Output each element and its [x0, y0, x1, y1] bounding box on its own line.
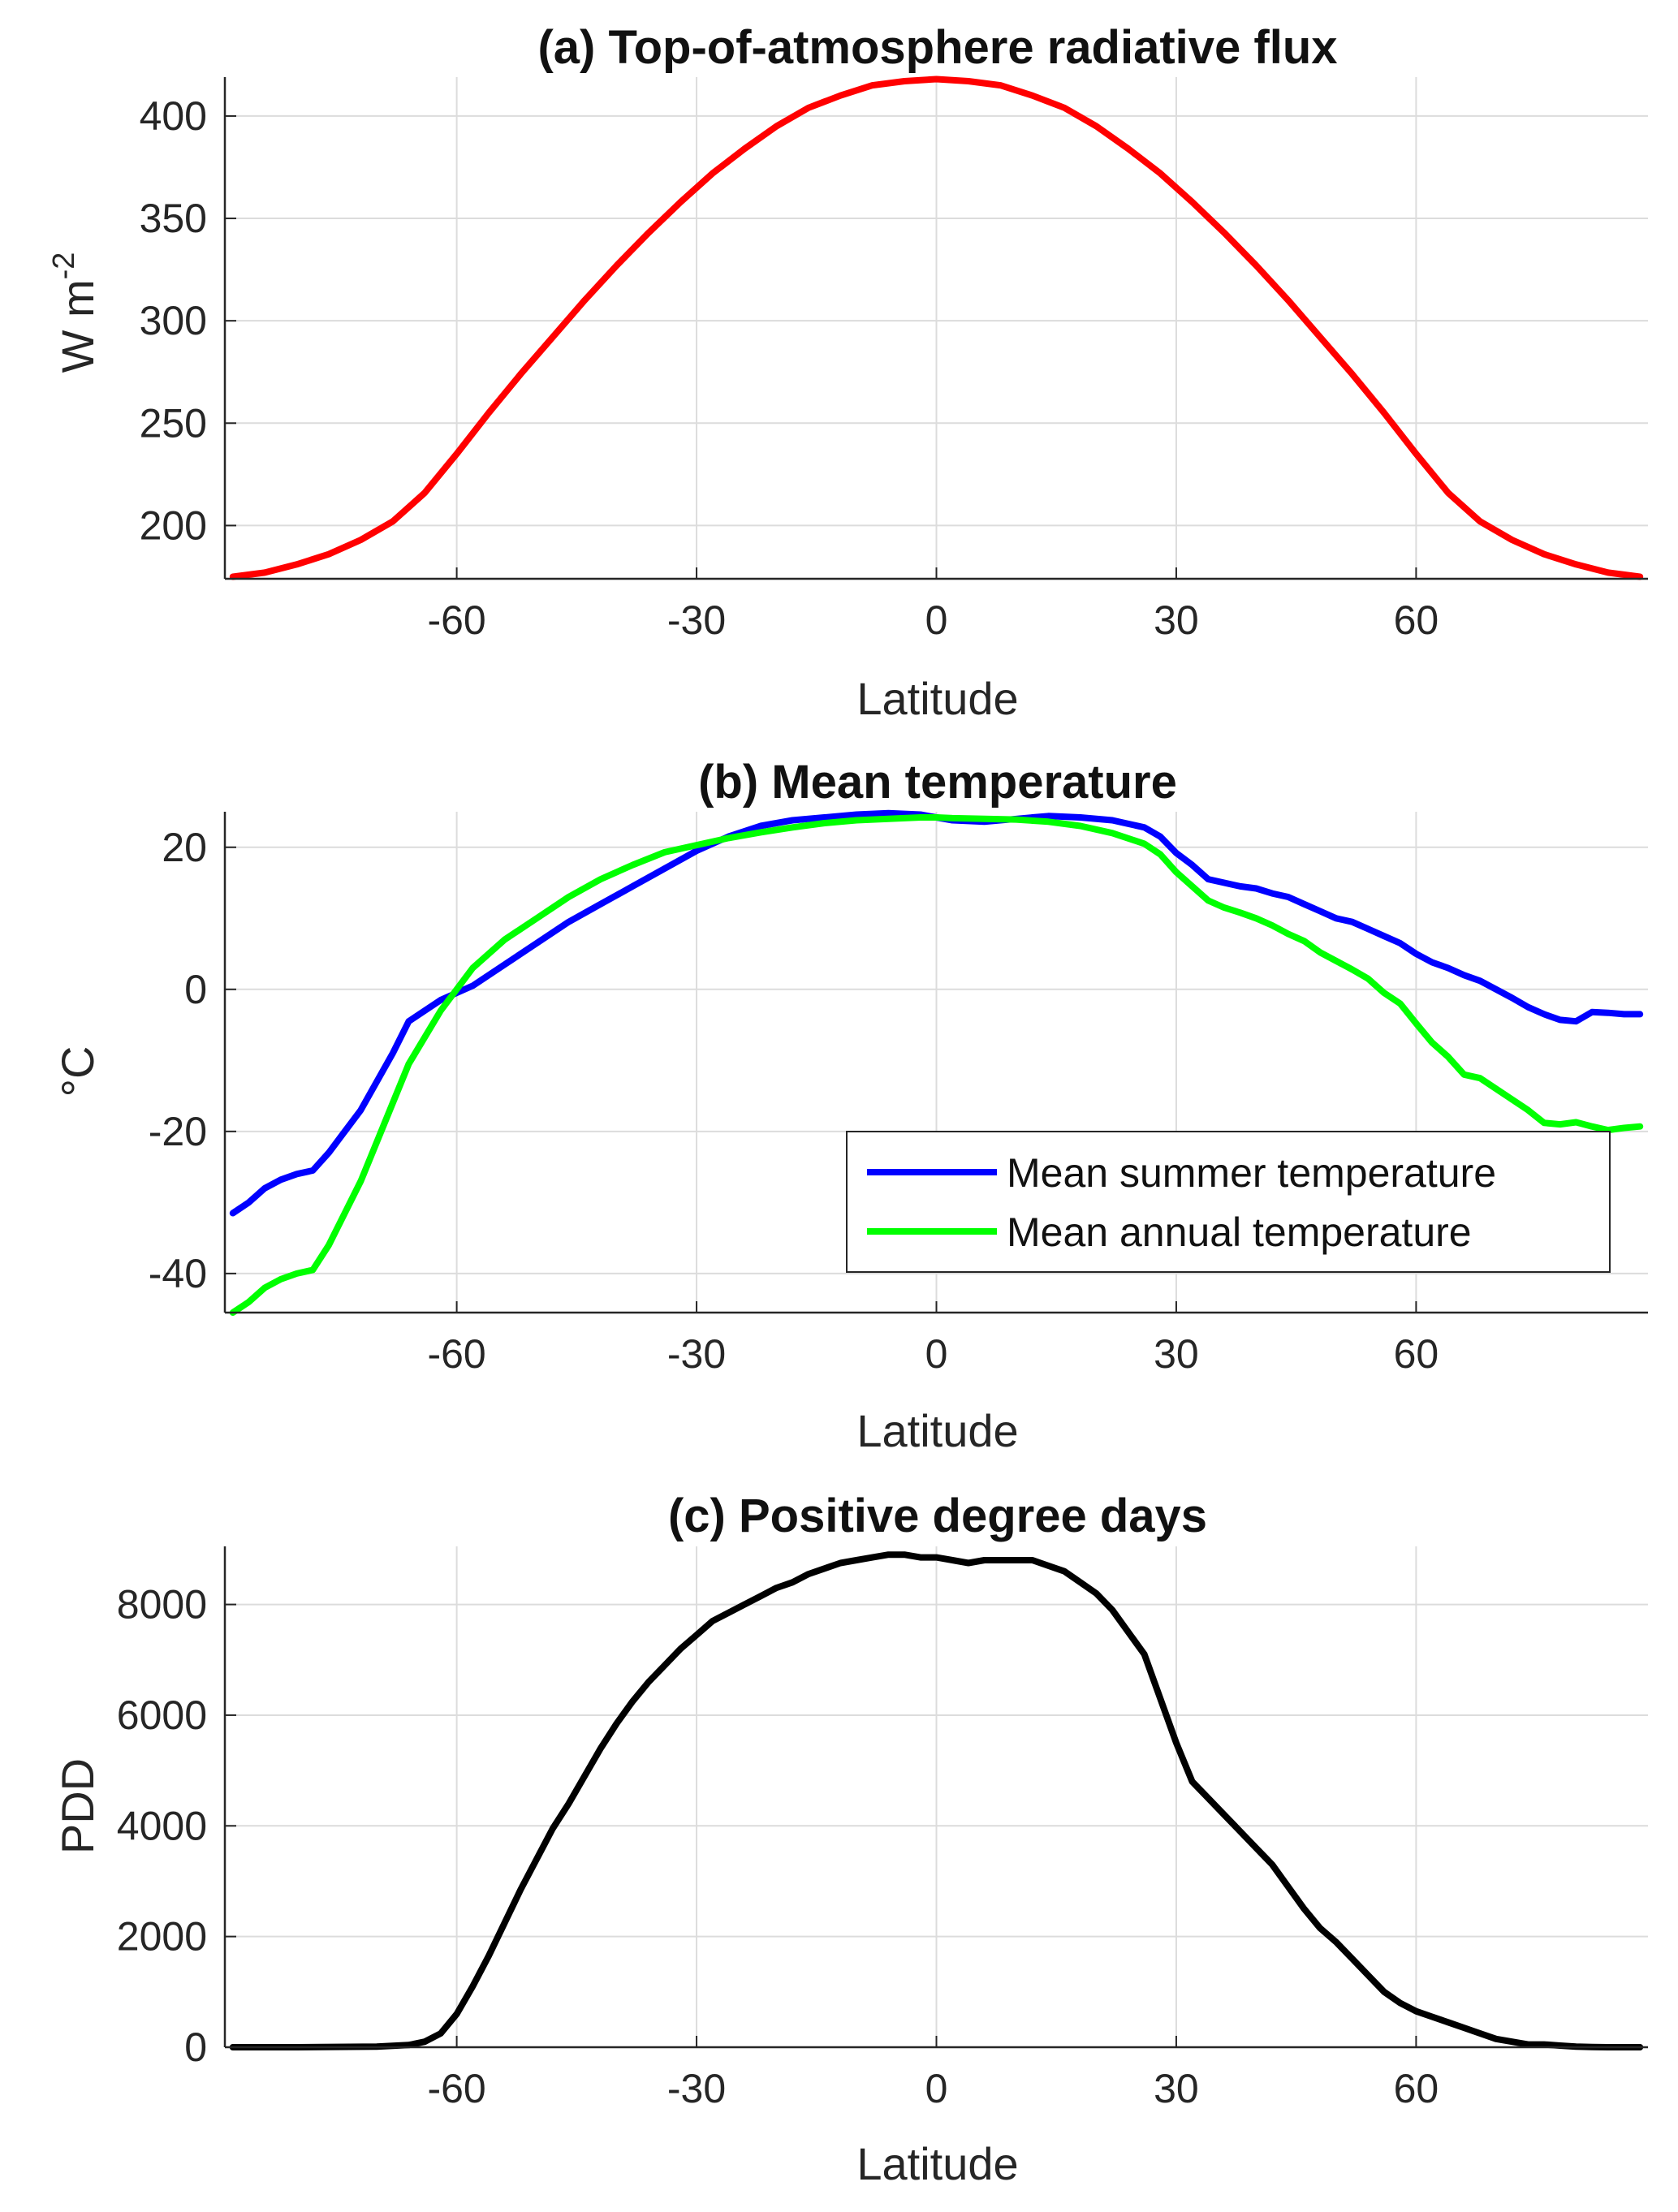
panel-b-y-axis-label: °C	[52, 1046, 103, 1097]
panel-a-y-tick-label: 200	[140, 502, 207, 548]
panel-a-x-tick-label: 0	[925, 597, 948, 643]
panel-a-toa-radiative-flux: (a) Top-of-atmosphere radiative flux -60…	[47, 21, 1648, 724]
panel-c-y-tick-label: 6000	[117, 1692, 207, 1738]
panel-c-grid	[225, 1546, 1648, 2047]
panel-a-y-axis-label-unit: W m	[52, 279, 103, 373]
panel-b-x-tick-label: 30	[1154, 1331, 1199, 1377]
panel-a-y-tick-label: 400	[140, 93, 207, 139]
panel-a-x-tick-label: 60	[1394, 597, 1439, 643]
panel-b-mean-temperature: (b) Mean temperature -60 -30 0 30 60 -40 -20 0…	[52, 756, 1648, 1456]
panel-a-x-tick-label: -60	[427, 597, 485, 643]
panel-c-y-tick-label: 8000	[117, 1582, 207, 1628]
panel-a-x-tick-label: 30	[1154, 597, 1199, 643]
panel-a-y-axis-label-exponent: -2	[47, 252, 81, 280]
panel-c-positive-degree-days: (c) Positive degree days -60 -30 0 30 60 0 20…	[52, 1490, 1648, 2189]
panel-b-y-ticks: -40 -20 0 20	[149, 825, 207, 1296]
legend: Mean summer temperature Mean annual temp…	[847, 1132, 1610, 1272]
panel-b-x-tick-label: 0	[925, 1331, 948, 1377]
panel-a-x-ticks: -60 -30 0 30 60	[427, 597, 1439, 643]
panel-b-title: (b) Mean temperature	[698, 756, 1177, 808]
panel-b-x-tick-label: 60	[1394, 1331, 1439, 1377]
panel-b-y-tick-label: -20	[149, 1109, 207, 1154]
panel-b-x-axis-label: Latitude	[856, 1405, 1018, 1456]
panel-b-x-ticks: -60 -30 0 30 60	[427, 1331, 1439, 1377]
panel-b-x-tick-label: -60	[427, 1331, 485, 1377]
panel-b-y-tick-label: -40	[149, 1251, 207, 1296]
panel-c-x-tick-label: -30	[667, 2066, 726, 2111]
panel-c-y-tick-label: 2000	[117, 1914, 207, 1960]
panel-b-y-tick-label: 0	[184, 967, 207, 1012]
panel-c-x-tick-label: 0	[925, 2066, 948, 2111]
panel-c-x-tick-label: 30	[1154, 2066, 1199, 2111]
panel-c-y-tick-label: 4000	[117, 1803, 207, 1848]
panel-a-x-axis-label: Latitude	[856, 673, 1018, 724]
panel-c-x-tick-label: -60	[427, 2066, 485, 2111]
legend-label-summer: Mean summer temperature	[1007, 1150, 1496, 1196]
panel-a-y-tick-label: 250	[140, 400, 207, 446]
panel-a-grid	[225, 77, 1648, 579]
panel-c-x-axis-label: Latitude	[856, 2138, 1018, 2189]
panel-a-y-ticks: 200 250 300 350 400	[140, 93, 207, 548]
panel-b-y-tick-label: 20	[162, 825, 207, 870]
panel-c-y-axis-label: PDD	[52, 1758, 103, 1854]
panel-b-x-tick-label: -30	[667, 1331, 726, 1377]
panel-a-y-tick-label: 300	[140, 298, 207, 343]
panel-c-y-tick-label: 0	[184, 2024, 207, 2070]
panel-a-title: (a) Top-of-atmosphere radiative flux	[537, 21, 1337, 74]
panel-a-y-axis-label: W m-2	[47, 252, 103, 373]
legend-label-annual: Mean annual temperature	[1007, 1209, 1472, 1255]
panel-c-y-ticks: 0 2000 4000 6000 8000	[117, 1582, 207, 2070]
panel-a-y-tick-label: 350	[140, 196, 207, 241]
panel-c-title: (c) Positive degree days	[668, 1490, 1207, 1542]
panel-c-x-ticks: -60 -30 0 30 60	[427, 2066, 1439, 2111]
panel-a-x-tick-label: -30	[667, 597, 726, 643]
panel-c-x-tick-label: 60	[1394, 2066, 1439, 2111]
